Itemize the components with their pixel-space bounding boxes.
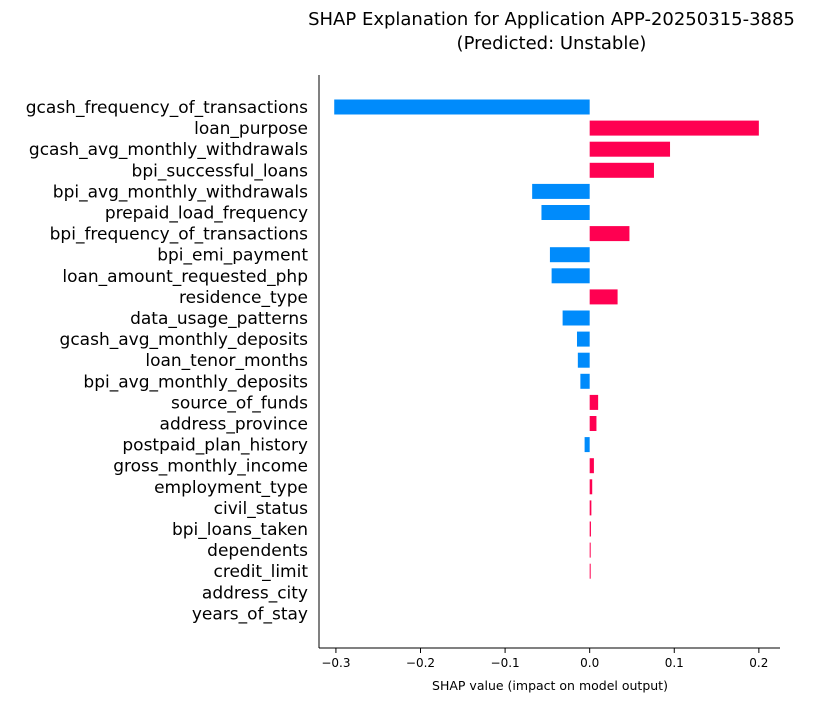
bar	[589, 500, 592, 516]
bar	[577, 352, 590, 368]
bar	[334, 99, 590, 115]
category-label: postpaid_plan_history	[122, 436, 308, 456]
category-label: bpi_avg_monthly_withdrawals	[53, 182, 308, 202]
category-label: gcash_frequency_of_transactions	[26, 98, 308, 118]
bar	[589, 162, 654, 178]
category-label: loan_purpose	[194, 119, 308, 139]
x-tick-label: 0.1	[665, 656, 684, 670]
category-label: years_of_stay	[192, 604, 308, 624]
bar	[589, 289, 618, 305]
category-label: bpi_successful_loans	[132, 161, 309, 181]
bar	[589, 563, 591, 579]
bar	[549, 247, 590, 263]
x-tick-label: 0.0	[580, 656, 599, 670]
x-tick-label: −0.2	[406, 656, 435, 670]
category-label: bpi_emi_payment	[157, 246, 308, 266]
bar	[589, 521, 591, 537]
bar	[589, 542, 591, 558]
x-axis-label: SHAP value (impact on model output)	[432, 678, 668, 693]
category-label: bpi_avg_monthly_deposits	[83, 372, 308, 392]
chart-subtitle: (Predicted: Unstable)	[456, 33, 647, 54]
category-label: prepaid_load_frequency	[105, 204, 308, 224]
bar	[562, 310, 590, 326]
bar	[589, 141, 671, 157]
category-label: data_usage_patterns	[130, 309, 308, 329]
bar	[584, 437, 590, 453]
bar	[589, 479, 593, 495]
x-tick-label: 0.2	[749, 656, 768, 670]
chart-title: SHAP Explanation for Application APP-202…	[308, 9, 795, 30]
category-label: employment_type	[154, 478, 308, 498]
category-label: bpi_loans_taken	[172, 520, 308, 540]
category-label: dependents	[207, 541, 308, 561]
bar	[589, 226, 630, 242]
category-label: address_province	[160, 415, 308, 435]
bar	[541, 205, 590, 220]
category-label: loan_tenor_months	[145, 351, 308, 371]
category-label: address_city	[202, 583, 308, 603]
category-label: loan_amount_requested_php	[62, 267, 308, 287]
category-label: bpi_frequency_of_transactions	[50, 225, 308, 245]
bar	[589, 416, 597, 431]
bar	[580, 373, 590, 389]
bar	[551, 268, 590, 284]
category-label: gcash_avg_monthly_withdrawals	[29, 140, 308, 160]
bar	[589, 120, 759, 136]
x-tick-label: −0.1	[491, 656, 520, 670]
category-label: credit_limit	[214, 562, 309, 582]
x-tick-label: −0.3	[321, 656, 350, 670]
bar	[589, 394, 599, 410]
bar	[532, 183, 590, 199]
category-label: gcash_avg_monthly_deposits	[60, 330, 309, 350]
category-label: residence_type	[179, 288, 308, 308]
bar	[576, 331, 590, 347]
bar	[589, 458, 594, 474]
category-label: source_of_funds	[171, 393, 308, 413]
category-label: gross_monthly_income	[113, 457, 308, 477]
category-label: civil_status	[214, 499, 308, 519]
